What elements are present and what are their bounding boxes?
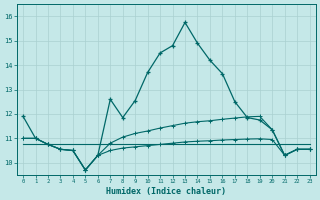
X-axis label: Humidex (Indice chaleur): Humidex (Indice chaleur) (106, 187, 226, 196)
